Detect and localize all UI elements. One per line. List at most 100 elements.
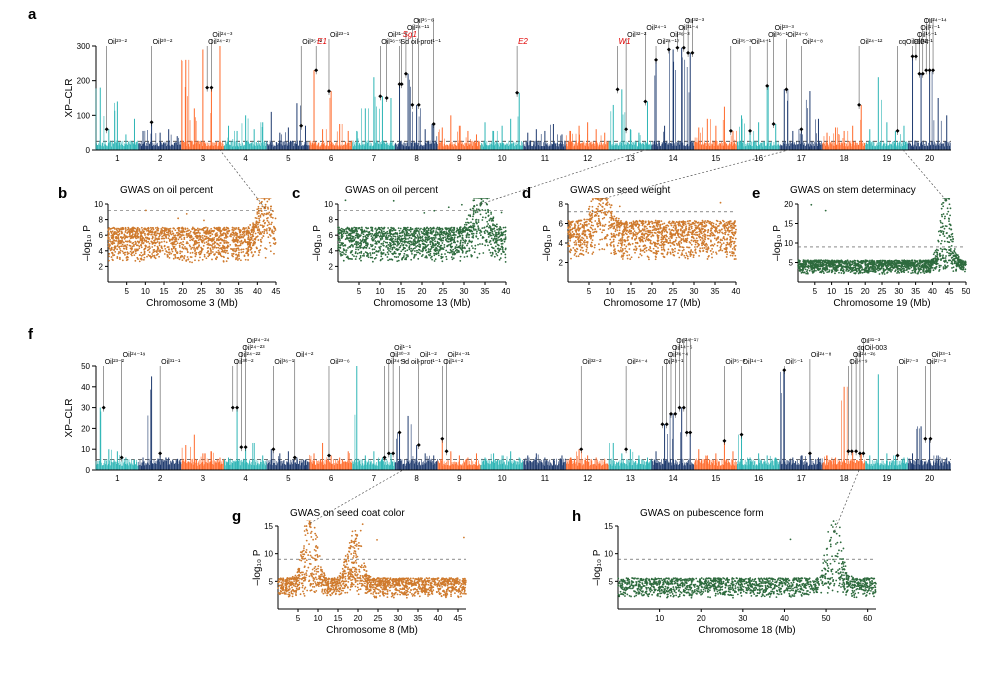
svg-text:9: 9 — [457, 154, 462, 163]
svg-text:45: 45 — [272, 287, 280, 296]
gwas-title-e: GWAS on stem determinacy — [790, 185, 916, 196]
svg-text:15: 15 — [397, 287, 406, 296]
gwas-svg-h: 51015102030405060–log₁₀ PChromosome 18 (… — [590, 520, 880, 635]
gwas-panel-b: 24681051015202530354045–log₁₀ PChromosom… — [80, 198, 280, 308]
panel-letter-e: e — [752, 185, 760, 202]
svg-text:20: 20 — [648, 287, 657, 296]
panel-letter-h: h — [572, 508, 581, 525]
svg-text:100: 100 — [77, 111, 91, 120]
svg-text:Sd oil-prot¹⁻¹: Sd oil-prot¹⁻¹ — [401, 39, 442, 46]
svg-text:17: 17 — [797, 154, 806, 163]
svg-text:10: 10 — [606, 287, 615, 296]
svg-text:Oil³²⁻³: Oil³²⁻³ — [685, 18, 705, 25]
svg-text:25: 25 — [669, 287, 678, 296]
svg-text:8: 8 — [99, 216, 104, 225]
svg-text:10: 10 — [376, 287, 385, 296]
svg-text:6: 6 — [99, 231, 104, 240]
svg-text:Oil¹⁴⁻¹: Oil¹⁴⁻¹ — [751, 39, 772, 46]
svg-text:Oil²⁴⁻³: Oil²⁴⁻³ — [212, 32, 233, 39]
svg-text:35: 35 — [481, 287, 490, 296]
figure-root: a 0100200300XP–CLR1234567891011121314151… — [0, 0, 985, 675]
gwas-title-h: GWAS on pubescence form — [640, 508, 764, 519]
xpclr-svg-f: 01020304050XP–CLR12345678910111213141516… — [60, 338, 955, 488]
svg-text:2: 2 — [329, 262, 334, 271]
panel-letter-g: g — [232, 508, 241, 525]
svg-text:300: 300 — [77, 42, 91, 51]
svg-text:Oil²⁴⁻¹¹: Oil²⁴⁻¹¹ — [407, 25, 430, 32]
svg-text:5: 5 — [587, 287, 592, 296]
svg-text:–log₁₀ P: –log₁₀ P — [82, 225, 93, 261]
svg-text:200: 200 — [77, 77, 91, 86]
svg-text:Oil²⁴⁻¹⁷: Oil²⁴⁻¹⁷ — [657, 39, 680, 46]
svg-text:Oil³⁶⁻¹: Oil³⁶⁻¹ — [768, 32, 788, 39]
svg-text:8: 8 — [559, 200, 564, 209]
svg-text:40: 40 — [502, 287, 510, 296]
svg-text:Chromosome 17 (Mb): Chromosome 17 (Mb) — [603, 298, 700, 308]
svg-text:Chromosome 13 (Mb): Chromosome 13 (Mb) — [373, 298, 470, 308]
svg-text:3: 3 — [201, 154, 206, 163]
svg-text:10: 10 — [94, 200, 103, 209]
svg-text:8: 8 — [329, 216, 334, 225]
gwas-svg-b: 24681051015202530354045–log₁₀ PChromosom… — [80, 198, 280, 308]
gwas-svg-g: 5101551015202530354045–log₁₀ PChromosome… — [250, 520, 470, 635]
svg-text:Oil³⁶⁻³: Oil³⁶⁻³ — [670, 32, 690, 39]
svg-text:7: 7 — [372, 154, 377, 163]
gwas-title-d: GWAS on seed weight — [570, 185, 670, 196]
gwas-panel-g: 5101551015202530354045–log₁₀ PChromosome… — [250, 520, 470, 635]
svg-text:15: 15 — [711, 154, 720, 163]
svg-text:6: 6 — [329, 231, 334, 240]
svg-text:Oil²³⁻¹: Oil²³⁻¹ — [330, 32, 350, 39]
svg-text:Oil²⁰⁻²: Oil²⁰⁻² — [153, 38, 173, 46]
svg-text:2: 2 — [99, 262, 104, 271]
svg-text:E2: E2 — [518, 37, 528, 46]
svg-text:5: 5 — [124, 287, 129, 296]
svg-text:40: 40 — [732, 287, 740, 296]
gwas-title-g: GWAS on seed coat color — [290, 508, 405, 519]
svg-text:13: 13 — [626, 154, 635, 163]
xpclr-svg-a: 0100200300XP–CLR123456789101112131415161… — [60, 18, 955, 168]
svg-text:10: 10 — [498, 154, 507, 163]
svg-text:4: 4 — [99, 247, 104, 256]
gwas-svg-c: 246810510152025303540–log₁₀ PChromosome … — [310, 198, 510, 308]
gwas-panel-e: 51015205101520253035404550–log₁₀ PChromo… — [770, 198, 970, 308]
xpclr-panel-f: 01020304050XP–CLR12345678910111213141516… — [60, 338, 955, 488]
svg-text:19: 19 — [882, 154, 891, 163]
svg-text:Oil²⁴⁻¹⁴: Oil²⁴⁻¹⁴ — [924, 18, 947, 25]
panel-letter-d: d — [522, 185, 531, 202]
svg-text:20: 20 — [418, 287, 427, 296]
svg-text:–log₁₀ P: –log₁₀ P — [542, 225, 553, 261]
svg-text:4: 4 — [559, 239, 564, 248]
svg-text:30: 30 — [460, 287, 469, 296]
svg-text:Oil¹⁵⁻¹: Oil¹⁵⁻¹ — [917, 32, 937, 39]
gwas-svg-e: 51015205101520253035404550–log₁₀ PChromo… — [770, 198, 970, 308]
svg-text:11: 11 — [541, 154, 550, 163]
svg-text:35: 35 — [711, 287, 720, 296]
svg-text:2: 2 — [559, 259, 564, 268]
svg-text:Chromosome 3 (Mb): Chromosome 3 (Mb) — [146, 298, 238, 308]
gwas-panel-c: 246810510152025303540–log₁₀ PChromosome … — [310, 198, 510, 308]
svg-text:6: 6 — [559, 220, 564, 229]
panel-letter-b: b — [58, 185, 67, 202]
svg-text:Oil²⁴⁻⁶: Oil²⁴⁻⁶ — [787, 32, 808, 39]
svg-text:8: 8 — [414, 154, 419, 163]
gwas-svg-d: 2468510152025303540–log₁₀ PChromosome 17… — [540, 198, 740, 308]
svg-text:16: 16 — [754, 154, 763, 163]
svg-text:25: 25 — [439, 287, 448, 296]
svg-text:30: 30 — [690, 287, 699, 296]
svg-text:30: 30 — [216, 287, 225, 296]
svg-text:6: 6 — [329, 154, 334, 163]
svg-text:E1: E1 — [317, 37, 327, 46]
gwas-panel-h: 51015102030405060–log₁₀ PChromosome 18 (… — [590, 520, 880, 635]
svg-text:15: 15 — [160, 287, 169, 296]
svg-text:18: 18 — [840, 154, 849, 163]
xpclr-panel-a: 0100200300XP–CLR123456789101112131415161… — [60, 18, 955, 168]
svg-text:10: 10 — [141, 287, 150, 296]
svg-text:Oil¹⁶⁻⁵: Oil¹⁶⁻⁵ — [381, 39, 401, 46]
svg-text:1: 1 — [115, 154, 120, 163]
svg-text:Oil²³⁻²: Oil²³⁻² — [108, 39, 128, 46]
svg-text:4: 4 — [329, 247, 334, 256]
svg-text:12: 12 — [583, 154, 592, 163]
gwas-title-b: GWAS on oil percent — [120, 185, 213, 196]
svg-text:2: 2 — [158, 154, 163, 163]
svg-text:–log₁₀ P: –log₁₀ P — [312, 225, 323, 261]
